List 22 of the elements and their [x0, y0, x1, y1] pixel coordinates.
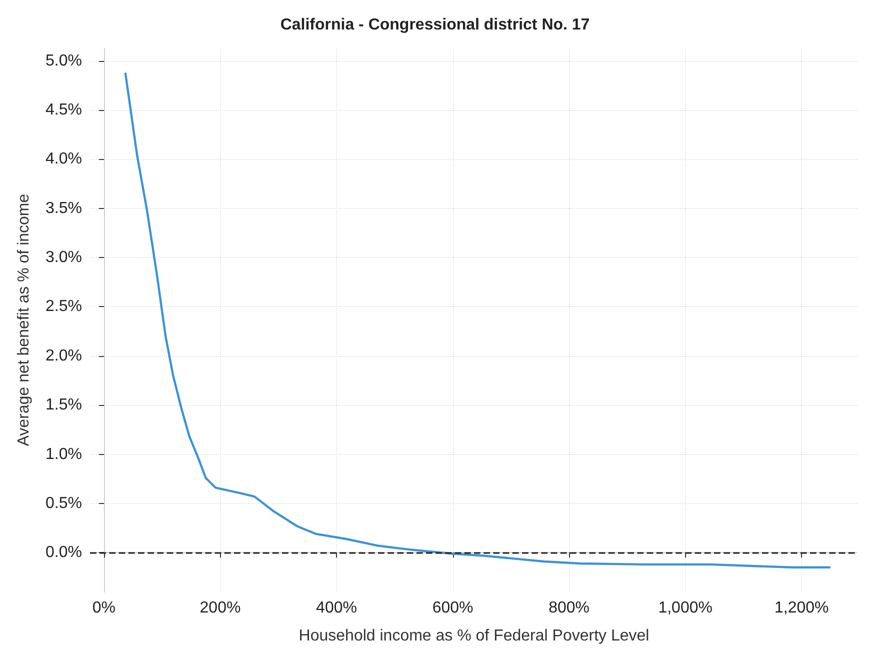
y-tick-label: 4.5%: [46, 101, 82, 118]
y-tick-label: 2.0%: [46, 347, 82, 364]
y-tick-label: 1.0%: [46, 446, 82, 463]
x-tick-label: 1,200%: [774, 600, 829, 616]
y-tick-label: 0.0%: [46, 544, 82, 562]
chart-title: California - Congressional district No. 17: [280, 16, 590, 34]
y-tick-label: 3.0%: [46, 249, 82, 266]
x-tick-label: 400%: [316, 600, 357, 616]
y-tick-label: 0.5%: [46, 494, 82, 512]
y-tick-label: 4.0%: [46, 150, 82, 168]
y-axis-title: Average net benefit as % of income: [16, 194, 32, 446]
x-axis-title: Household income as % of Federal Poverty Level: [298, 628, 650, 644]
x-tick-label: 0%: [92, 600, 116, 616]
y-tick-label: 2.5%: [46, 298, 82, 316]
x-tick-label: 800%: [548, 600, 590, 616]
x-tick-label: 1,000%: [658, 600, 712, 616]
y-tick-label: 1.5%: [46, 396, 82, 414]
line-series: [124, 72, 831, 569]
y-tick-label: 3.5%: [46, 200, 82, 217]
x-tick-label: 200%: [200, 600, 241, 616]
y-tick-label: 5.0%: [46, 52, 82, 70]
x-tick-label: 600%: [432, 600, 474, 616]
